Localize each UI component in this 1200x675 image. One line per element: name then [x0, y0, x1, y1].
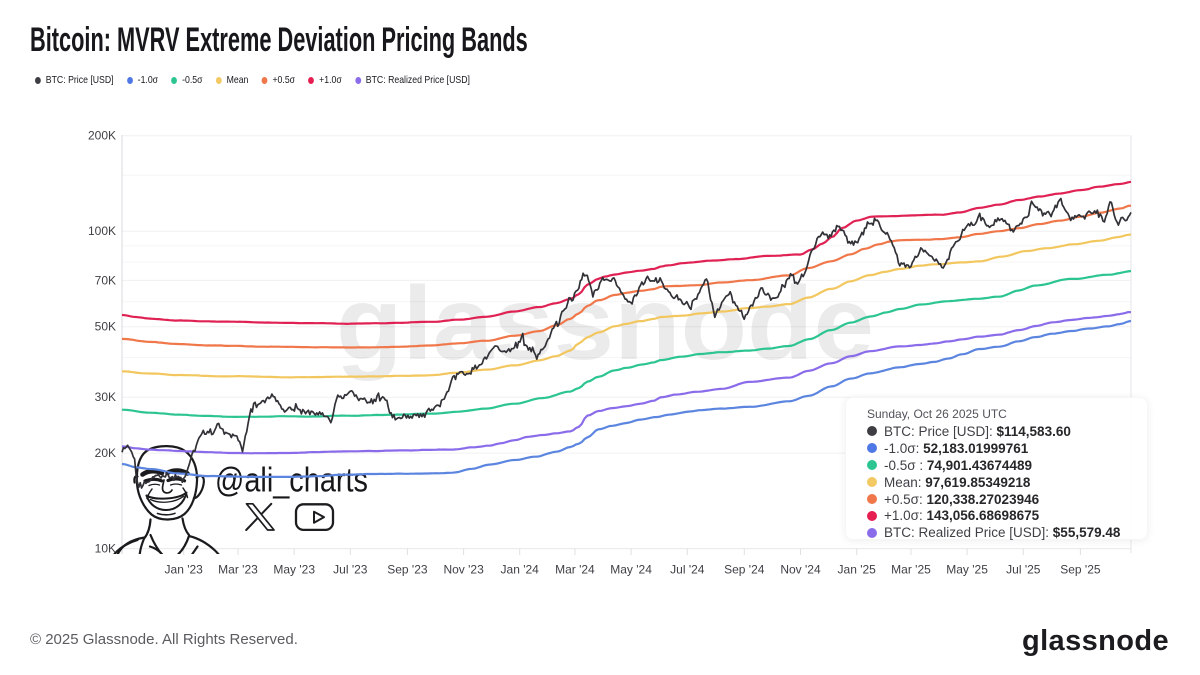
- svg-text:200K: 200K: [88, 129, 116, 143]
- svg-text:Jan '23: Jan '23: [165, 563, 204, 577]
- svg-text:100K: 100K: [88, 224, 116, 238]
- svg-text:May '25: May '25: [946, 563, 988, 577]
- svg-text:Jul '23: Jul '23: [333, 563, 368, 577]
- svg-text:Sep '25: Sep '25: [1060, 563, 1101, 577]
- svg-text:50K: 50K: [95, 320, 116, 334]
- svg-text:@ali_charts: @ali_charts: [215, 462, 368, 500]
- svg-text:Sep '23: Sep '23: [387, 563, 428, 577]
- svg-text:Jan '24: Jan '24: [501, 563, 540, 577]
- svg-text:Jan '25: Jan '25: [838, 563, 877, 577]
- svg-text:Mar '24: Mar '24: [555, 563, 595, 577]
- svg-text:Mar '23: Mar '23: [218, 563, 258, 577]
- svg-text:30K: 30K: [95, 390, 116, 404]
- svg-text:Nov '24: Nov '24: [780, 563, 821, 577]
- svg-text:May '24: May '24: [610, 563, 652, 577]
- svg-text:Jul '24: Jul '24: [670, 563, 705, 577]
- svg-text:10K: 10K: [95, 542, 116, 556]
- svg-text:May '23: May '23: [273, 563, 315, 577]
- svg-text:Sep '24: Sep '24: [724, 563, 765, 577]
- svg-text:20K: 20K: [95, 446, 116, 460]
- svg-text:Jul '25: Jul '25: [1006, 563, 1041, 577]
- svg-text:glassnode: glassnode: [336, 266, 874, 382]
- svg-text:Mar '25: Mar '25: [891, 563, 931, 577]
- svg-text:Nov '23: Nov '23: [443, 563, 484, 577]
- svg-text:70K: 70K: [95, 273, 116, 287]
